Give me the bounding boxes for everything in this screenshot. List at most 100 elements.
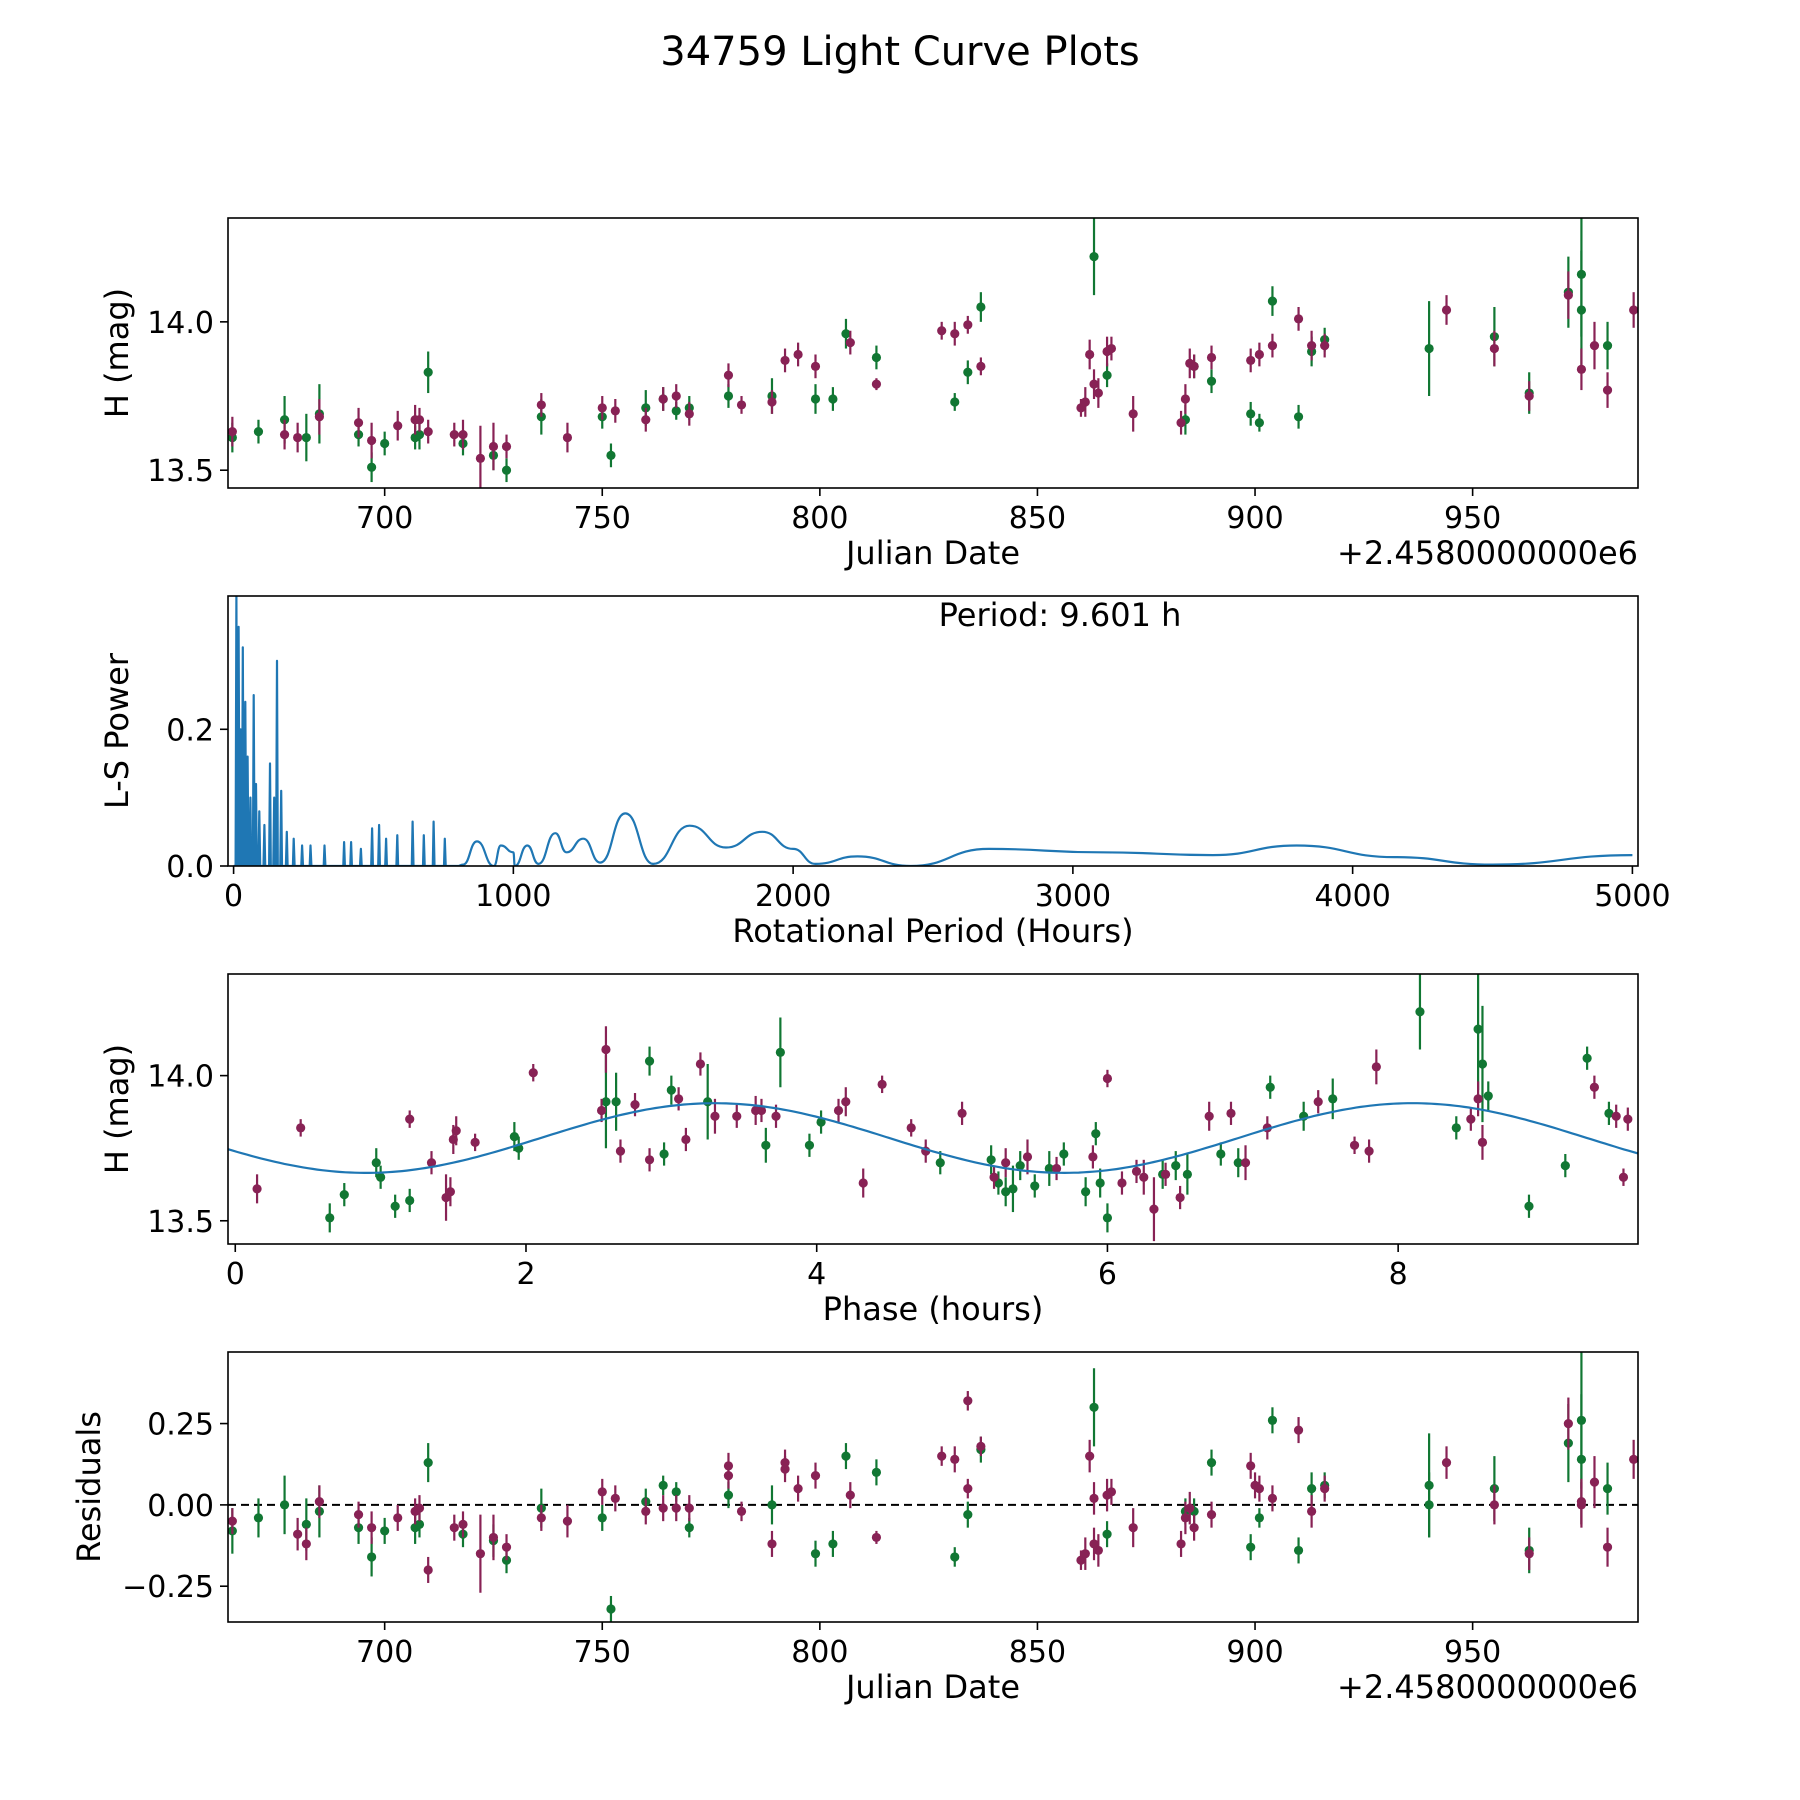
data-point-purple [353, 1510, 364, 1520]
data-point-purple [1051, 1163, 1062, 1174]
data-point-purple [957, 1108, 967, 1118]
data-point-purple [1618, 1172, 1629, 1182]
data-point-green [644, 1056, 655, 1066]
data-point-purple [963, 1484, 973, 1494]
data-point-purple [1204, 1111, 1214, 1121]
data-point-purple [405, 1114, 415, 1124]
x-tick-label: 8 [1389, 1257, 1408, 1292]
data-point-purple [1131, 1166, 1142, 1177]
data-point-purple [780, 1464, 790, 1474]
lightcurve-x-offset-label: +2.4580000000e6 [1337, 534, 1638, 572]
data-point-green [671, 1487, 681, 1497]
data-point-green [597, 1513, 607, 1523]
data-point-green [1059, 1149, 1069, 1159]
data-point-purple [488, 1532, 499, 1543]
data-point-green [684, 1523, 694, 1533]
x-tick-label: 1000 [475, 879, 551, 914]
data-point-purple [615, 1146, 626, 1156]
data-point-purple [684, 409, 694, 419]
data-point-purple [393, 1513, 403, 1523]
y-tick-label: 0.00 [147, 1489, 214, 1524]
y-tick-label: 13.5 [147, 454, 214, 489]
data-point-green [253, 1513, 264, 1523]
data-point-purple [723, 370, 734, 380]
data-point-green [1265, 1082, 1275, 1092]
x-tick-label: 4000 [1314, 879, 1390, 914]
data-point-purple [314, 412, 324, 422]
data-point-purple [1307, 1506, 1317, 1516]
data-point-green [1233, 1158, 1243, 1168]
data-point-purple [1076, 1555, 1086, 1565]
x-tick-label: 750 [574, 501, 631, 536]
residuals-data-layer [228, 1352, 1638, 1622]
data-point-purple [1589, 1477, 1600, 1487]
x-tick-label: 6 [1098, 1257, 1117, 1292]
x-tick-label: 700 [356, 1635, 413, 1670]
data-point-purple [858, 1178, 868, 1188]
data-point-purple [671, 1503, 681, 1513]
y-tick-label: 14.0 [147, 306, 214, 341]
data-point-purple [1180, 1513, 1191, 1523]
data-point-purple [228, 1516, 237, 1526]
data-point-purple [1441, 1458, 1452, 1468]
data-point-green [1328, 1094, 1338, 1104]
periodogram-data-layer [233, 596, 1633, 866]
data-point-purple [989, 1172, 999, 1182]
data-point-purple [1320, 340, 1330, 351]
phased-y-axis-label: H (mag) [98, 1044, 136, 1174]
data-point-green [601, 1097, 611, 1107]
data-point-purple [1254, 349, 1264, 360]
data-point-green [279, 1500, 290, 1510]
y-tick-label: 0.0 [166, 850, 214, 885]
data-point-green [767, 1500, 777, 1510]
y-tick-label: 14.0 [147, 1060, 214, 1095]
data-point-purple [1226, 1108, 1236, 1118]
data-point-green [380, 438, 390, 449]
data-point-purple [950, 1454, 960, 1464]
data-point-green [841, 1451, 851, 1461]
data-point-green [1008, 1184, 1018, 1194]
x-tick-label: 3000 [1035, 879, 1111, 914]
data-point-purple [1589, 1082, 1599, 1092]
data-point-green [1044, 1163, 1054, 1174]
ls-power-line [233, 596, 1633, 866]
data-point-green [1254, 418, 1264, 428]
data-point-green [1267, 1415, 1278, 1425]
data-point-green [1095, 1178, 1105, 1188]
data-point-purple [1240, 1158, 1251, 1168]
residuals-x-axis-label: Julian Date [844, 1668, 1020, 1706]
data-point-green [1602, 1484, 1613, 1494]
data-point-green [301, 432, 311, 443]
data-point-purple [877, 1079, 887, 1089]
data-point-green [339, 1190, 349, 1200]
data-point-green [1582, 1053, 1592, 1063]
data-point-green [1483, 1091, 1493, 1101]
data-point-green [1415, 1007, 1425, 1017]
data-point-green [1089, 1402, 1099, 1412]
data-point-purple [1466, 1114, 1476, 1124]
data-point-purple [426, 1158, 437, 1168]
x-tick-label: 700 [356, 501, 413, 536]
data-point-purple [937, 326, 947, 336]
model-fit-curve [228, 1102, 1638, 1175]
data-point-green [666, 1085, 676, 1095]
data-point-purple [671, 391, 681, 401]
data-point-green [423, 367, 433, 377]
data-point-purple [1267, 340, 1278, 351]
data-point-green [963, 367, 973, 377]
data-point-purple [1088, 1152, 1098, 1162]
data-point-green [301, 1519, 311, 1530]
data-point-purple [414, 1503, 425, 1513]
x-tick-label: 2000 [755, 879, 831, 914]
data-point-green [1246, 1542, 1256, 1552]
data-point-purple [1185, 1503, 1195, 1513]
panel-lightcurve: 700 750 800 850 900 950 13.5 14.0 Julian Date H (… [98, 217, 1639, 572]
figure-title: 34759 Light Curve Plots [660, 29, 1139, 75]
data-point-purple [1175, 1192, 1185, 1203]
data-point-green [376, 1172, 386, 1182]
data-point-green [253, 427, 264, 437]
data-point-green [371, 1158, 381, 1168]
data-point-purple [1128, 409, 1138, 419]
period-annotation: Period: 9.601 h [939, 596, 1182, 634]
